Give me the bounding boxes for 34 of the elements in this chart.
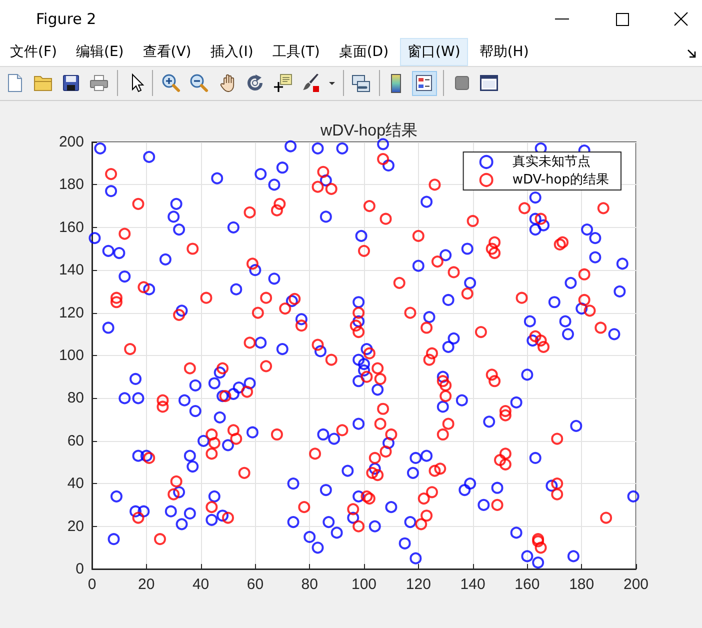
x-tick-label: 180 [569,576,594,593]
text: 插入(I) [209,43,254,62]
chart-title: wDV-hop结果 [320,122,418,140]
y-tick-label: 140 [58,262,84,279]
y-tick-label: 80 [67,390,84,407]
y-tick-label: 180 [58,176,84,194]
y-tick-label: 120 [58,304,84,322]
x-tick-label: 60 [246,576,264,593]
text: 编辑(E) [74,43,125,62]
text: 桌面(D) [338,43,390,62]
y-tick-label: 100 [58,347,84,364]
text: 窗口(W) [400,38,468,66]
x-tick-label: 140 [460,576,486,593]
text: 查看(V) [142,43,192,62]
y-tick-label: 200 [58,134,84,150]
text: 工具(T) [271,43,321,62]
y-tick-label: 60 [67,432,84,450]
legend-label: wDV-hop的结果 [512,172,610,188]
text: 帮助(H) [478,43,530,62]
x-tick-label: 20 [138,576,155,593]
caption: Figure 2 [36,9,96,29]
x-tick-label: 160 [514,576,540,593]
x-tick-label: 200 [623,576,649,593]
x-tick-label: 0 [88,576,96,593]
text: 文件(F) [9,43,58,62]
y-tick-label: 40 [67,475,84,492]
y-tick-label: 160 [58,218,84,236]
legend-label: 真实未知节点 [512,154,590,170]
x-tick-label: 40 [192,576,210,593]
x-tick-label: 120 [406,576,431,593]
x-tick-label: 80 [301,576,318,593]
y-tick-label: 20 [67,518,84,535]
x-tick-label: 100 [351,576,377,593]
y-tick-label: 0 [76,560,84,578]
